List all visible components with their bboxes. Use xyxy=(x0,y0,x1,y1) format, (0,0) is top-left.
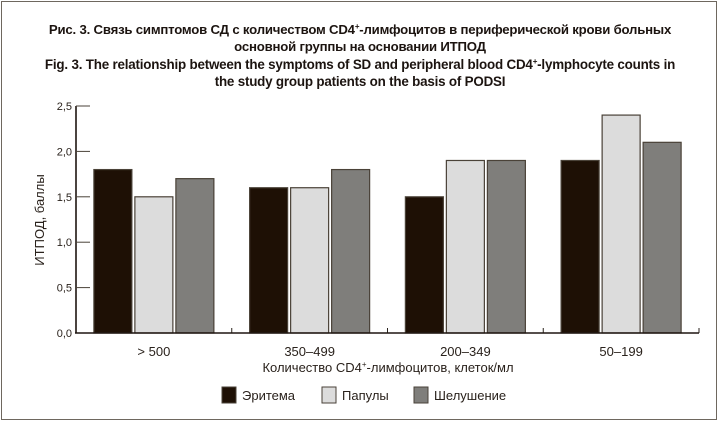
legend-swatch xyxy=(413,386,429,404)
caption-russian: Рис. 3. Связь симптомов СД с количеством… xyxy=(0,21,720,55)
bar-eritema-1 xyxy=(249,187,289,334)
x-tick-label: 200–349 xyxy=(440,344,491,359)
legend-label: Эритема xyxy=(242,388,296,403)
x-axis-title-pre: Количество CD4 xyxy=(262,360,361,375)
x-tick-label: > 500 xyxy=(137,344,170,359)
caption-en-line2: the study group patients on the basis of… xyxy=(214,74,506,89)
bar-shelushenie-2 xyxy=(486,159,526,334)
bar-shelushenie-3 xyxy=(642,141,682,334)
legend-label: Шелушение xyxy=(434,388,506,403)
bar-eritema-3 xyxy=(560,159,600,334)
y-tick-label: 2,5 xyxy=(57,101,72,113)
y-tick-label: 2,0 xyxy=(57,146,72,158)
bar-papuly-3 xyxy=(601,114,641,334)
bar-papuly-0 xyxy=(134,196,174,334)
caption-ru-line1-post: -лимфоцитов в периферической крови больн… xyxy=(359,22,672,37)
caption-en-sup: + xyxy=(532,57,538,66)
caption-en-line1-pre: Fig. 3. The relationship between the sym… xyxy=(44,57,533,72)
legend-swatch xyxy=(321,386,337,404)
axes-group: > 500 350–499 200–349 50–199 0,0 0,5 1,0 1,5 2,0… xyxy=(57,101,700,359)
bars-group xyxy=(93,114,682,334)
caption-english: Fig. 3. The relationship between the sym… xyxy=(0,56,720,90)
x-axis-title-sup: + xyxy=(362,360,367,369)
caption-ru-line1-pre: Рис. 3. Связь симптомов СД с количеством… xyxy=(48,22,355,37)
caption-ru-sup: + xyxy=(354,22,360,31)
bar-shelushenie-1 xyxy=(331,168,371,334)
y-tick-label: 0,5 xyxy=(57,283,72,295)
x-axis-title: Количество CD4+-лимфоцитов, клеток/мл xyxy=(262,360,513,375)
caption-ru-line2: основной группы на основании ИТПОД xyxy=(234,39,486,54)
y-tick-label: 1,5 xyxy=(57,192,72,204)
y-axis-title: ИТПОД, баллы xyxy=(32,174,47,265)
bar-eritema-0 xyxy=(93,168,133,334)
bar-shelushenie-0 xyxy=(175,178,215,334)
bar-papuly-1 xyxy=(290,187,330,334)
legend-label: Папулы xyxy=(342,388,389,403)
x-axis-title-post: -лимфоцитов, клеток/мл xyxy=(367,360,514,375)
bar-eritema-2 xyxy=(404,196,444,334)
x-tick-label: 350–499 xyxy=(284,344,335,359)
bar-papuly-2 xyxy=(445,159,485,334)
y-tick-label: 0,0 xyxy=(57,328,72,340)
caption-en-line1-post: -lymphocyte counts in xyxy=(537,57,676,72)
legend: Эритема Папулы Шелушение xyxy=(221,386,506,404)
y-tick-label: 1,0 xyxy=(57,237,72,249)
x-tick-label: 50–199 xyxy=(599,344,642,359)
legend-swatch xyxy=(221,386,237,404)
